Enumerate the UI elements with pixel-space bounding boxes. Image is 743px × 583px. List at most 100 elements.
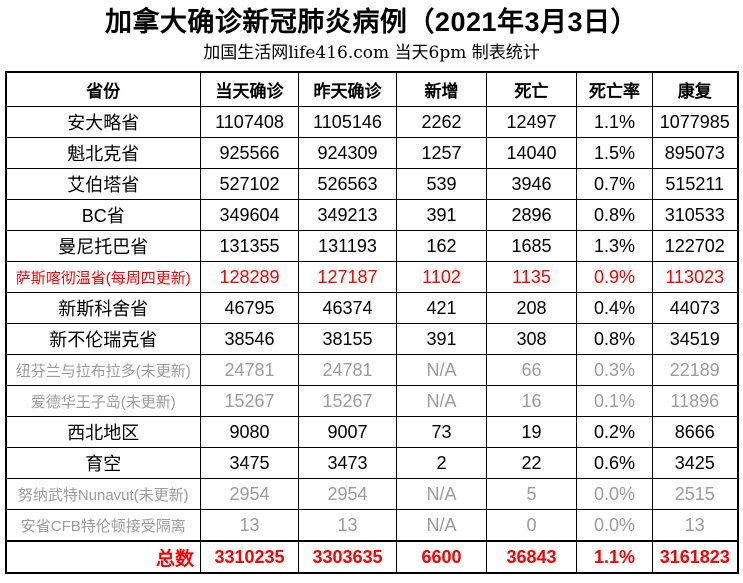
death-rate-cell: 1.1% [576, 540, 653, 574]
yesterday-cell: 127187 [298, 261, 397, 293]
deaths-cell: 308 [486, 323, 577, 355]
deaths-cell: 1135 [486, 261, 577, 293]
new-cases-cell: 2262 [396, 106, 487, 138]
recovered-cell: 34519 [652, 323, 738, 355]
today-cell: 38546 [200, 323, 299, 355]
new-cases-cell: 391 [396, 199, 487, 231]
table-header: 省份 当天确诊 昨天确诊 新增 死亡 死亡率 康复 [5, 71, 738, 107]
table-row: BC省 349604 349213 391 2896 0.8% 310533 [5, 199, 738, 231]
death-rate-cell: 0.4% [576, 292, 653, 324]
yesterday-cell: 526563 [298, 168, 397, 200]
table-row: 纽芬兰与拉布拉多(未更新) 24781 24781 N/A 66 0.3% 22189 [5, 354, 738, 386]
today-cell: 3310235 [200, 540, 299, 574]
column-header-recovered: 康复 [652, 71, 738, 107]
deaths-cell: 3946 [486, 168, 577, 200]
province-cell: 萨斯喀彻温省(每周四更新) [5, 261, 201, 293]
new-cases-cell: 2 [396, 447, 487, 479]
table-row: 新斯科舍省 46795 46374 421 208 0.4% 44073 [5, 292, 738, 324]
yesterday-cell: 13 [298, 509, 397, 542]
today-cell: 2954 [200, 478, 299, 510]
header-row: 省份 当天确诊 昨天确诊 新增 死亡 死亡率 康复 [5, 71, 738, 107]
recovered-cell: 44073 [652, 292, 738, 324]
province-cell: 艾伯塔省 [5, 168, 201, 200]
table-row: 育空 3475 3473 2 22 0.6% 3425 [5, 447, 738, 479]
province-cell: 总数 [5, 540, 201, 574]
today-cell: 9080 [200, 416, 299, 448]
yesterday-cell: 9007 [298, 416, 397, 448]
today-cell: 24781 [200, 354, 299, 386]
new-cases-cell: N/A [396, 385, 487, 417]
death-rate-cell: 0.6% [576, 447, 653, 479]
new-cases-cell: 1102 [396, 261, 487, 293]
province-cell: 爱德华王子岛(未更新) [5, 385, 201, 417]
yesterday-cell: 3473 [298, 447, 397, 479]
recovered-cell: 895073 [652, 137, 738, 169]
death-rate-cell: 0.8% [576, 323, 653, 355]
province-cell: 曼尼托巴省 [5, 230, 201, 262]
column-header-today-confirmed: 当天确诊 [200, 71, 299, 107]
table-row: 安大略省 1107408 1105146 2262 12497 1.1% 1077985 [5, 106, 738, 138]
deaths-cell: 16 [486, 385, 577, 417]
today-cell: 527102 [200, 168, 299, 200]
table-row: 曼尼托巴省 131355 131193 162 1685 1.3% 122702 [5, 230, 738, 262]
new-cases-cell: N/A [396, 354, 487, 386]
today-cell: 15267 [200, 385, 299, 417]
new-cases-cell: 6600 [396, 540, 487, 574]
recovered-cell: 3161823 [652, 540, 738, 574]
death-rate-cell: 1.5% [576, 137, 653, 169]
yesterday-cell: 24781 [298, 354, 397, 386]
death-rate-cell: 1.1% [576, 106, 653, 138]
column-header-province: 省份 [5, 71, 201, 107]
new-cases-cell: 1257 [396, 137, 487, 169]
today-cell: 1107408 [200, 106, 299, 138]
new-cases-cell: 539 [396, 168, 487, 200]
table-row: 安省CFB特伦顿接受隔离 13 13 N/A 0 0.0% 13 [5, 509, 738, 542]
table-row: 新不伦瑞克省 38546 38155 391 308 0.8% 34519 [5, 323, 738, 355]
yesterday-cell: 2954 [298, 478, 397, 510]
recovered-cell: 3425 [652, 447, 738, 479]
new-cases-cell: N/A [396, 509, 487, 542]
table-row: 魁北克省 925566 924309 1257 14040 1.5% 895073 [5, 137, 738, 169]
death-rate-cell: 0.8% [576, 199, 653, 231]
recovered-cell: 22189 [652, 354, 738, 386]
today-cell: 349604 [200, 199, 299, 231]
column-header-yesterday-confirmed: 昨天确诊 [298, 71, 397, 107]
today-cell: 46795 [200, 292, 299, 324]
death-rate-cell: 0.9% [576, 261, 653, 293]
province-cell: 安大略省 [5, 106, 201, 138]
deaths-cell: 5 [486, 478, 577, 510]
deaths-cell: 12497 [486, 106, 577, 138]
deaths-cell: 36843 [486, 540, 577, 574]
new-cases-cell: 391 [396, 323, 487, 355]
province-cell: 纽芬兰与拉布拉多(未更新) [5, 354, 201, 386]
province-cell: 魁北克省 [5, 137, 201, 169]
yesterday-cell: 38155 [298, 323, 397, 355]
covid-table: 省份 当天确诊 昨天确诊 新增 死亡 死亡率 康复 安大略省 1107408 110… [4, 71, 739, 574]
deaths-cell: 22 [486, 447, 577, 479]
table-body: 安大略省 1107408 1105146 2262 12497 1.1% 1077985 魁北… [5, 106, 738, 574]
recovered-cell: 1077985 [652, 106, 738, 138]
death-rate-cell: 0.7% [576, 168, 653, 200]
death-rate-cell: 0.2% [576, 416, 653, 448]
deaths-cell: 19 [486, 416, 577, 448]
new-cases-cell: 73 [396, 416, 487, 448]
table-row: 努纳武特Nunavut(未更新) 2954 2954 N/A 5 0.0% 2515 [5, 478, 738, 510]
page-subtitle: 加国生活网life416.com 当天6pm 制表统计 [203, 43, 540, 63]
page-title: 加拿大确诊新冠肺炎病例（2021年3月3日） [104, 7, 639, 37]
death-rate-cell: 1.3% [576, 230, 653, 262]
deaths-cell: 1685 [486, 230, 577, 262]
province-cell: 努纳武特Nunavut(未更新) [5, 478, 201, 510]
table-row: 艾伯塔省 527102 526563 539 3946 0.7% 515211 [5, 168, 738, 200]
recovered-cell: 13 [652, 509, 738, 542]
recovered-cell: 2515 [652, 478, 738, 510]
recovered-cell: 8666 [652, 416, 738, 448]
yesterday-cell: 131193 [298, 230, 397, 262]
yesterday-cell: 1105146 [298, 106, 397, 138]
recovered-cell: 122702 [652, 230, 738, 262]
column-header-deaths: 死亡 [486, 71, 577, 107]
deaths-cell: 2896 [486, 199, 577, 231]
new-cases-cell: 421 [396, 292, 487, 324]
province-cell: 新斯科舍省 [5, 292, 201, 324]
yesterday-cell: 15267 [298, 385, 397, 417]
